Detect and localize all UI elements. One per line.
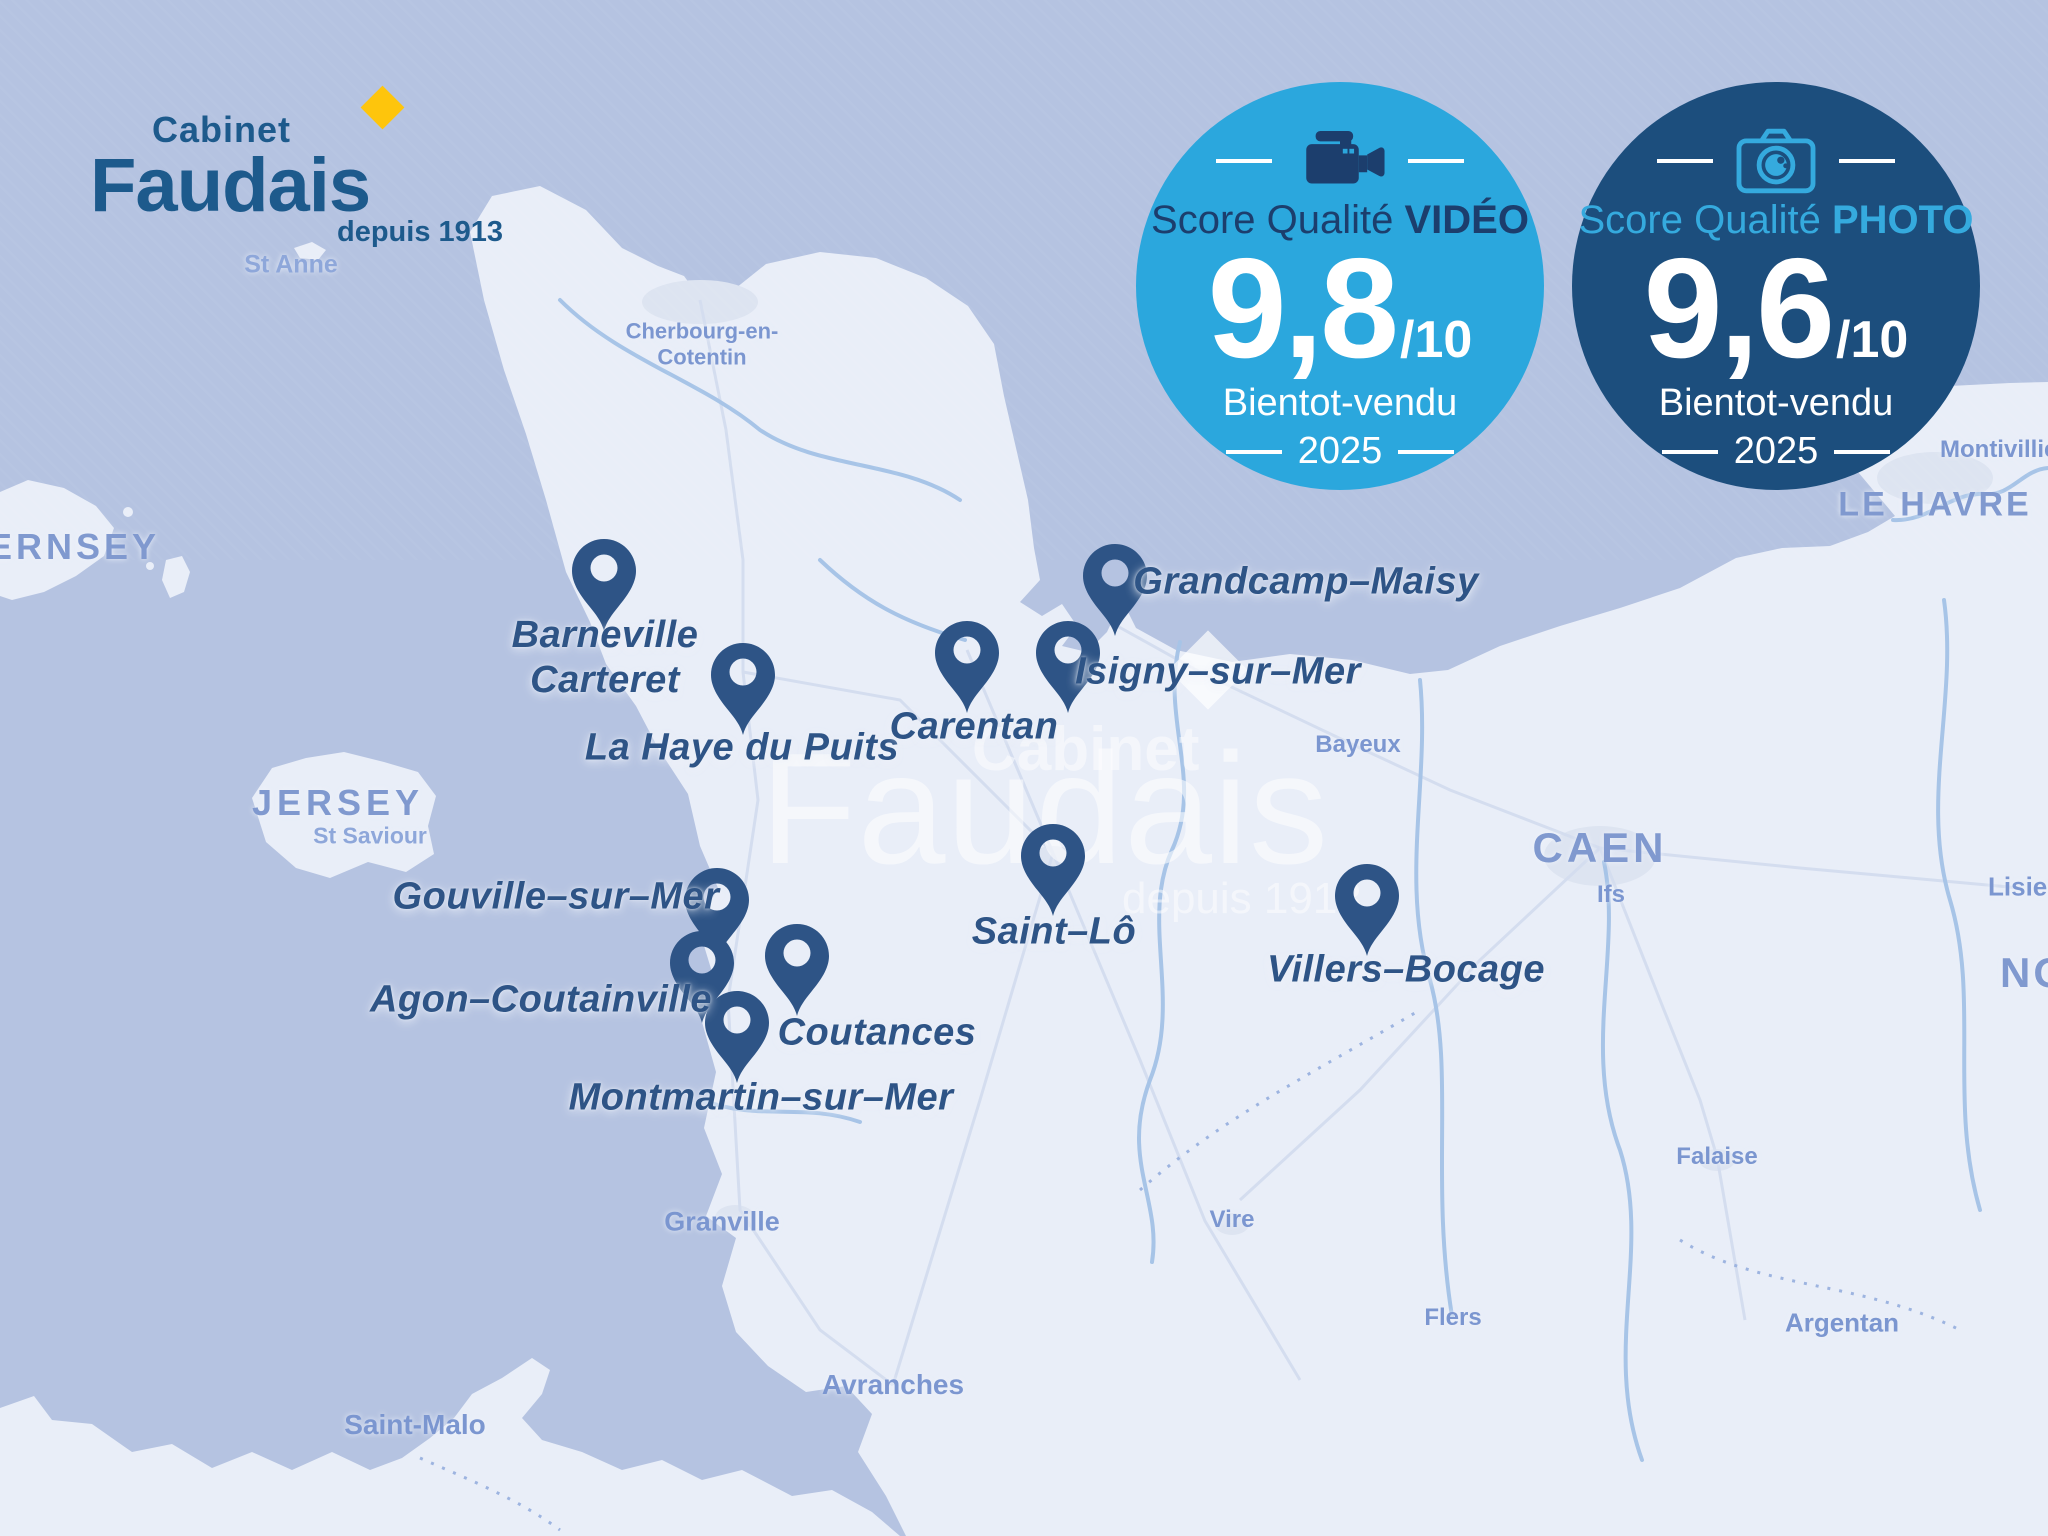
pin-icon xyxy=(685,868,749,960)
video-badge-title: Score Qualité VIDÉO xyxy=(1136,198,1544,243)
decorative-line xyxy=(1839,159,1895,163)
map-label-cherbourg: Cherbourg-en- Cotentin xyxy=(625,318,779,370)
photo-badge-icon-row xyxy=(1572,128,1980,194)
photo-badge-source: Bientot-vendu xyxy=(1658,382,1894,424)
badge-year: 2025 xyxy=(1733,430,1819,472)
photo-quality-badge: Score Qualité PHOTO 9,6/10 Bientot-vendu… xyxy=(1572,82,1980,490)
photo-badge-title: Score Qualité PHOTO xyxy=(1572,198,1980,243)
map-label-st-anne: St Anne xyxy=(244,250,338,279)
map-label-granville: Granville xyxy=(664,1206,780,1237)
map-label-montivilliers: Montivilliers xyxy=(1940,436,2048,463)
pin-icon xyxy=(1036,621,1100,713)
logo-diamond-icon xyxy=(360,85,405,130)
score-value: 9,8 xyxy=(1207,229,1399,388)
score-type: VIDÉO xyxy=(1404,198,1529,242)
map-label-flers: Flers xyxy=(1424,1304,1482,1331)
pin-icon xyxy=(572,539,636,631)
video-quality-badge: Score Qualité VIDÉO 9,8/10 Bientot-vendu… xyxy=(1136,82,1544,490)
map-pin-la-haye-du-puits[interactable] xyxy=(711,643,775,735)
map-label-vire: Vire xyxy=(1209,1206,1255,1233)
badge-year: 2025 xyxy=(1297,430,1383,472)
photo-badge-year-row: 2025 xyxy=(1572,430,1980,473)
map-label-le-havre: LE HAVRE xyxy=(1838,485,2032,524)
island-jersey xyxy=(252,752,436,878)
pin-label-grandcamp-maisy: Grandcamp–Maisy xyxy=(1133,560,1479,603)
map-pin-saint-lo[interactable] xyxy=(1021,824,1085,916)
pin-label-montmartin-sur-mer: Montmartin–sur–Mer xyxy=(568,1076,954,1119)
pin-label-barneville-carteret: Barneville Carteret xyxy=(511,614,699,701)
pin-label-gouville-sur-mer: Gouville–sur–Mer xyxy=(392,875,720,918)
decorative-line xyxy=(1216,159,1272,163)
score-value: 9,6 xyxy=(1643,229,1835,388)
pin-icon xyxy=(705,991,769,1083)
pin-label-agon-coutainville: Agon–Coutainville xyxy=(369,978,713,1021)
pin-label-coutances: Coutances xyxy=(777,1011,977,1054)
map-label-ifs: Ifs xyxy=(1596,881,1626,908)
pin-label-la-haye-du-puits: La Haye du Puits xyxy=(584,726,900,769)
logo-since: depuis 1913 xyxy=(337,216,504,248)
pin-icon xyxy=(765,924,829,1016)
photo-camera-icon xyxy=(1736,128,1816,194)
pin-icon xyxy=(935,621,999,713)
pin-icon xyxy=(670,931,734,1023)
pin-label-saint-lo: Saint–Lô xyxy=(971,910,1137,953)
map-label-saint-malo: Saint-Malo xyxy=(344,1409,486,1440)
video-badge-source: Bientot-vendu xyxy=(1222,382,1458,424)
map-pin-agon-coutainville[interactable] xyxy=(670,931,734,1023)
pin-label-villers-bocage: Villers–Bocage xyxy=(1266,948,1546,991)
decorative-line xyxy=(1408,159,1464,163)
map-pin-isigny-sur-mer[interactable] xyxy=(1036,621,1100,713)
score-prefix: Score Qualité xyxy=(1151,198,1394,242)
pin-icon xyxy=(1335,864,1399,956)
map-label-jersey: JERSEY xyxy=(251,782,425,823)
pin-label-carentan: Carentan xyxy=(889,705,1059,748)
score-out-of: /10 xyxy=(1836,311,1909,369)
map-pin-coutances[interactable] xyxy=(765,924,829,1016)
map-pin-carentan[interactable] xyxy=(935,621,999,713)
decorative-line xyxy=(1225,449,1282,454)
decorative-line xyxy=(1834,449,1891,454)
logo-name: Faudais xyxy=(90,143,371,228)
map-label-argentan: Argentan xyxy=(1784,1307,1900,1338)
video-camera-icon xyxy=(1306,131,1385,184)
map-pin-montmartin-sur-mer[interactable] xyxy=(705,991,769,1083)
score-type: PHOTO xyxy=(1831,198,1974,242)
decorative-line xyxy=(1657,159,1713,163)
map-label-caen: CAEN xyxy=(1532,824,1668,871)
map-label-lisieux: Lisieux xyxy=(1988,871,2048,902)
video-badge-icon-row xyxy=(1136,128,1544,194)
boundaries xyxy=(419,1008,1961,1532)
land-brittany xyxy=(0,1358,900,1536)
pin-label-isigny-sur-mer: Isigny–sur–Mer xyxy=(1075,650,1361,693)
map-pin-barneville-carteret[interactable] xyxy=(572,539,636,631)
pin-icon xyxy=(711,643,775,735)
map-label-bayeux: Bayeux xyxy=(1315,731,1401,758)
score-prefix: Score Qualité xyxy=(1578,198,1821,242)
map-label-falaise: Falaise xyxy=(1676,1143,1758,1170)
map-label-st-saviour: St Saviour xyxy=(313,822,427,849)
map-pin-grandcamp-maisy[interactable] xyxy=(1083,544,1147,636)
pin-icon xyxy=(1083,544,1147,636)
video-score: 9,8/10 xyxy=(1136,234,1544,383)
logo-cabinet: Cabinet xyxy=(152,109,292,150)
decorative-line xyxy=(1398,449,1455,454)
map-pin-gouville-sur-mer[interactable] xyxy=(685,868,749,960)
map-label-normandie: NOR xyxy=(2000,949,2048,996)
video-badge-year-row: 2025 xyxy=(1136,430,1544,473)
score-out-of: /10 xyxy=(1400,311,1473,369)
map-pin-villers-bocage[interactable] xyxy=(1335,864,1399,956)
island-sark xyxy=(162,556,190,598)
cabinet-faudais-logo: Cabinet Faudais depuis 1913 xyxy=(88,76,508,266)
pin-icon xyxy=(1021,824,1085,916)
photo-score: 9,6/10 xyxy=(1572,234,1980,383)
decorative-line xyxy=(1661,449,1718,454)
islet xyxy=(146,562,154,570)
map-label-avranches: Avranches xyxy=(821,1369,965,1400)
map-label-guernsey: ERNSEY xyxy=(0,526,161,567)
